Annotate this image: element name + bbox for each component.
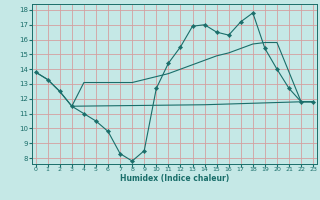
X-axis label: Humidex (Indice chaleur): Humidex (Indice chaleur) — [120, 174, 229, 183]
